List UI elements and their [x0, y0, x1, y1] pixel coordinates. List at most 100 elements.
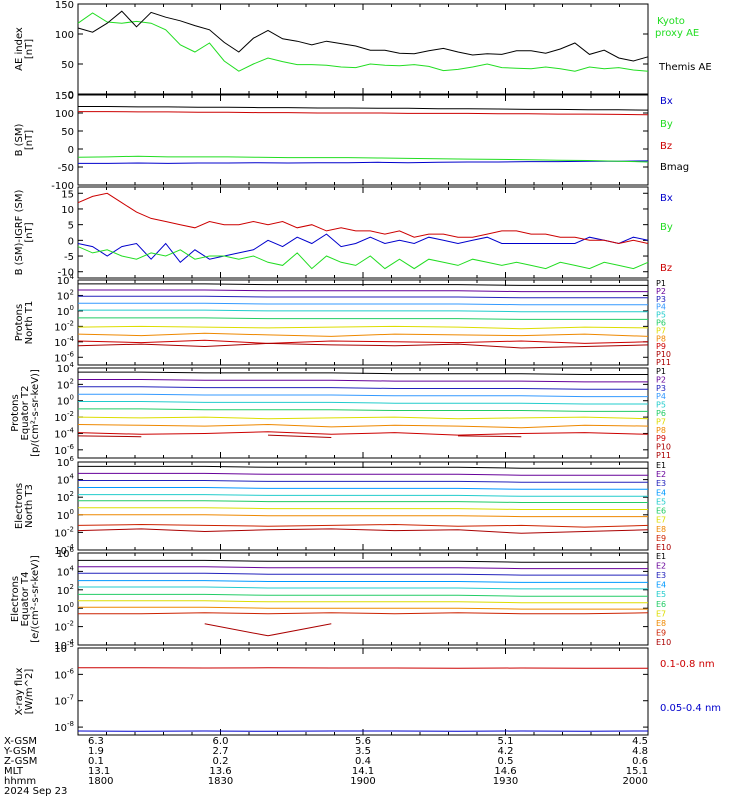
- y-axis-label: North T1: [24, 301, 35, 345]
- series-p3: [78, 295, 648, 299]
- legend-label: P7: [656, 417, 666, 426]
- legend-label: By: [660, 222, 673, 233]
- y-axis-label: Protons: [10, 394, 21, 431]
- legend-label: P3: [656, 295, 666, 304]
- y-tick-label: 5: [68, 221, 74, 232]
- y-tick-label: 104: [57, 361, 75, 375]
- series-p4: [78, 302, 648, 306]
- series-e3: [78, 480, 648, 483]
- legend-label: P4: [656, 392, 666, 401]
- y-tick-label: 100: [55, 109, 74, 120]
- series-kyoto-proxy-ae: [77, 12, 649, 72]
- bottom-axis-value: 5.1: [498, 736, 514, 747]
- bottom-axis-value: 3.5: [355, 746, 371, 757]
- legend-label: E2: [656, 470, 666, 479]
- y-tick-label: -100: [51, 181, 74, 192]
- y-axis-label: Equator T2: [20, 386, 31, 441]
- legend-label: E2: [656, 562, 666, 571]
- legend-label: Bz: [660, 141, 672, 152]
- legend-label: Bmag: [660, 162, 689, 173]
- bottom-axis-value: 1.9: [88, 746, 104, 757]
- y-tick-label: 10-6: [54, 350, 74, 364]
- series-e7: [78, 600, 648, 604]
- panel-peq2: 104 102 100 10-2 10-4 10-6 Protons Equator T2 [p…: [10, 361, 671, 460]
- legend-label: E10: [656, 638, 671, 647]
- y-tick-label: 0: [68, 236, 74, 247]
- legend-label: 0.05-0.4 nm: [660, 703, 721, 714]
- bottom-axis-value: 4.5: [632, 736, 648, 747]
- y-tick-label: 104: [57, 564, 75, 578]
- y-tick-label: 0: [68, 145, 74, 156]
- bottom-axis-value: 0.6: [632, 756, 648, 767]
- bottom-axis-label: 2024 Sep 23: [4, 786, 67, 797]
- series-p4: [78, 393, 648, 398]
- legend-label: E6: [656, 507, 666, 516]
- legend-label: E10: [656, 543, 671, 552]
- bottom-axis-value: 6.3: [88, 736, 104, 747]
- series-bx: [78, 160, 649, 164]
- bottom-axis-value: 2000: [623, 776, 648, 787]
- y-tick-label: -10: [58, 268, 74, 279]
- y-tick-label: 10-8: [54, 720, 74, 734]
- series-p5: [78, 309, 648, 313]
- y-tick-label: 10-2: [54, 410, 74, 424]
- legend-label: E1: [656, 552, 666, 561]
- bottom-axis-value: 1830: [208, 776, 233, 787]
- bottom-axis-value: 5.6: [355, 736, 371, 747]
- bottom-axis-label: Z-GSM: [4, 756, 37, 767]
- legend-label: E9: [656, 628, 666, 637]
- y-tick-label: 102: [57, 583, 74, 597]
- series-e2: [78, 566, 648, 570]
- legend-label: P10: [656, 443, 671, 452]
- legend-label: P7: [656, 326, 666, 335]
- bottom-axis-value: 13.6: [209, 766, 231, 777]
- series-p6: [78, 317, 648, 320]
- legend-label: P11: [656, 358, 671, 367]
- legend-label: E8: [656, 619, 666, 628]
- series-p6: [78, 408, 648, 412]
- series-e4: [78, 580, 648, 583]
- legend-label: P2: [656, 375, 666, 384]
- legend-label: E4: [656, 488, 666, 497]
- y-tick-label: 102: [57, 377, 74, 391]
- y-tick-label: 10-7: [54, 694, 74, 708]
- y-tick-label: 100: [57, 508, 74, 522]
- series-bmag: [78, 106, 649, 111]
- panel-frame: [77, 3, 649, 95]
- y-tick-label: 10-5: [54, 641, 74, 655]
- y-tick-label: 150: [55, 0, 74, 11]
- legend-label: P1: [656, 367, 666, 376]
- series-e1: [78, 559, 648, 563]
- legend-label: P2: [656, 287, 666, 296]
- series-p1: [78, 371, 648, 375]
- y-tick-label: 15: [61, 189, 74, 200]
- y-tick-label: 100: [57, 394, 74, 408]
- legend-label: P9: [656, 434, 666, 443]
- y-axis-label: Electrons: [14, 483, 25, 529]
- series-e7: [78, 507, 648, 510]
- panel-bigrf: -10 -5 0 5 10 15 B (SM)-IGRF (SM) [nT] Bx By Bz: [14, 186, 673, 279]
- y-tick-label: -5: [64, 252, 74, 263]
- bottom-axis-value: 13.1: [88, 766, 110, 777]
- series-p9: [77, 339, 649, 344]
- panel-frame: [77, 186, 649, 279]
- bottom-axis-value: 1800: [88, 776, 113, 787]
- series-e6: [78, 593, 648, 597]
- series-p7: [77, 416, 649, 420]
- y-tick-label: 102: [57, 288, 74, 302]
- legend-label: Themis AE: [658, 62, 712, 73]
- legend-label: E5: [656, 590, 666, 599]
- legend-label: E9: [656, 534, 666, 543]
- legend-label: P4: [656, 303, 666, 312]
- y-tick-label: 10-4: [54, 426, 74, 440]
- y-axis-label: [nT]: [24, 222, 35, 242]
- bottom-axis-value: 6.0: [213, 736, 229, 747]
- y-axis-label: Electrons: [10, 576, 21, 622]
- y-axis-label: B (SM)-IGRF (SM): [14, 190, 25, 276]
- legend-label: P3: [656, 384, 666, 393]
- bottom-axis-value: 14.1: [352, 766, 374, 777]
- legend-label: E3: [656, 479, 666, 488]
- y-axis-label: AE index: [14, 27, 25, 71]
